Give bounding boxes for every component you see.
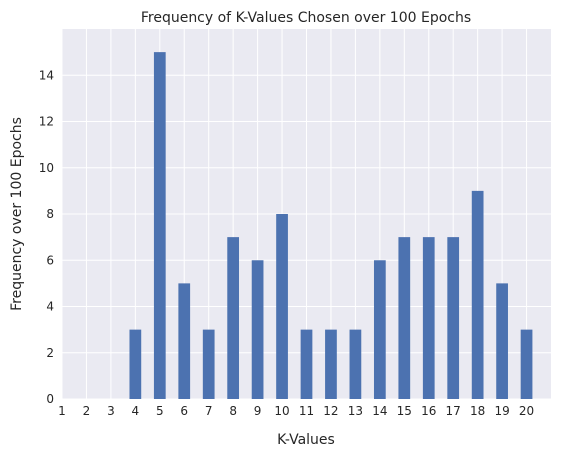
y-axis-label: Frequency over 100 Epochs xyxy=(9,117,25,311)
chart-title: Frequency of K-Values Chosen over 100 Ep… xyxy=(141,10,471,26)
bar-k-14 xyxy=(373,260,386,399)
x-tick-label: 4 xyxy=(132,404,140,418)
y-tick-label: 12 xyxy=(39,115,54,129)
x-tick-label: 2 xyxy=(83,404,91,418)
x-tick-label: 19 xyxy=(494,404,509,418)
x-tick-label: 6 xyxy=(180,404,188,418)
x-tick-label: 11 xyxy=(299,404,314,418)
bar-k-4 xyxy=(129,329,142,399)
y-tick-label: 14 xyxy=(39,68,54,82)
bars xyxy=(129,52,533,399)
bar-k-5 xyxy=(153,52,166,399)
bar-k-17 xyxy=(447,237,460,399)
bar-k-15 xyxy=(398,237,411,399)
x-tick-label: 8 xyxy=(229,404,237,418)
bar-k-6 xyxy=(178,283,191,399)
x-tick-label: 17 xyxy=(446,404,461,418)
x-tick-label: 7 xyxy=(205,404,213,418)
x-tick-label: 18 xyxy=(470,404,485,418)
x-tick-label: 12 xyxy=(323,404,338,418)
bar-k-19 xyxy=(496,283,508,399)
x-axis-label: K-Values xyxy=(277,432,335,448)
x-tick-label: 1 xyxy=(58,404,66,418)
x-tick-label: 13 xyxy=(348,404,363,418)
bar-k-9 xyxy=(251,260,264,399)
x-tick-label: 10 xyxy=(274,404,289,418)
y-tick-labels: 0 2 4 6 8 10 12 14 xyxy=(39,68,54,406)
bar-k-18 xyxy=(471,190,484,399)
x-tick-label: 14 xyxy=(372,404,387,418)
y-tick-label: 10 xyxy=(39,161,54,175)
y-tick-label: 8 xyxy=(46,207,54,221)
y-tick-label: 2 xyxy=(46,346,54,360)
bar-k-8 xyxy=(227,237,240,399)
bar-k-16 xyxy=(422,237,435,399)
bar-k-10 xyxy=(276,214,288,399)
bar-k-11 xyxy=(300,329,313,399)
y-tick-label: 6 xyxy=(46,253,54,267)
x-tick-label: 9 xyxy=(254,404,262,418)
y-tick-label: 0 xyxy=(46,392,54,406)
x-tick-label: 5 xyxy=(156,404,164,418)
x-tick-label: 16 xyxy=(421,404,436,418)
x-tick-label: 20 xyxy=(519,404,534,418)
x-tick-label: 15 xyxy=(397,404,412,418)
bar-k-12 xyxy=(325,329,337,399)
x-tick-labels: 1 2 3 4 5 6 7 8 9 10 11 12 13 14 15 16 17 18 19 20 xyxy=(58,404,534,418)
x-tick-label: 3 xyxy=(107,404,115,418)
y-tick-label: 4 xyxy=(46,300,54,314)
bar-k-7 xyxy=(202,329,215,399)
bar-k-20 xyxy=(520,329,533,399)
bar-k-13 xyxy=(349,329,362,399)
